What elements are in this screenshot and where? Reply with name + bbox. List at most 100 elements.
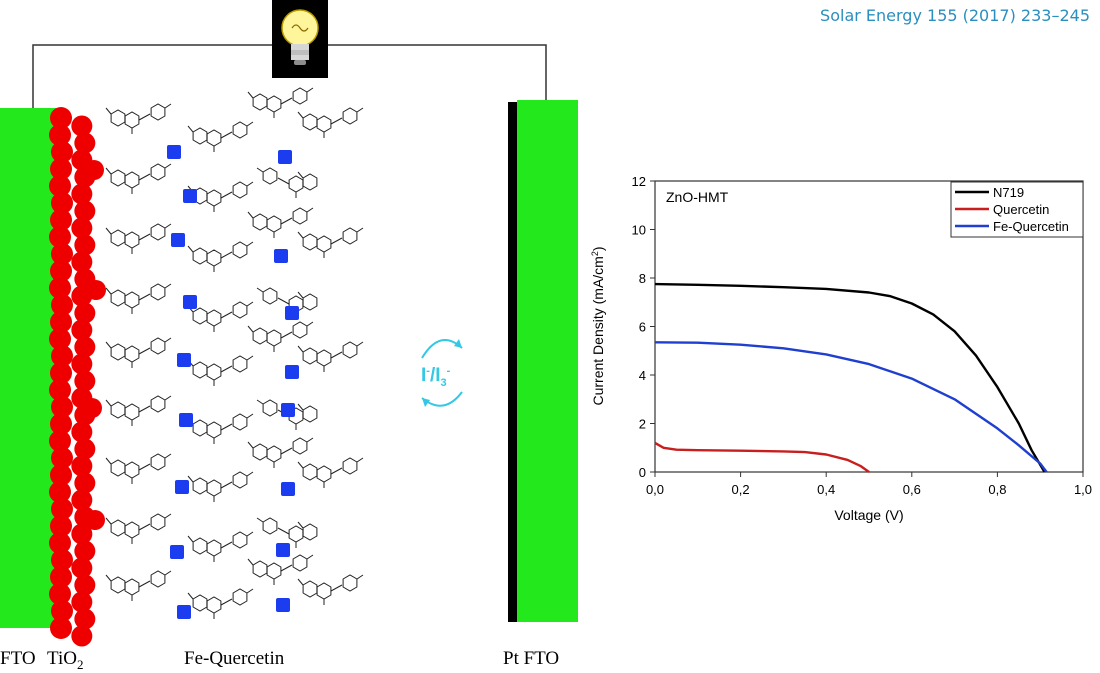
fe-ion bbox=[170, 545, 184, 559]
tio2-particle bbox=[71, 557, 93, 579]
pt-layer bbox=[508, 102, 517, 622]
tio2-particle bbox=[50, 209, 72, 231]
tio2-particle bbox=[71, 625, 93, 647]
circuit-wire-right bbox=[320, 44, 547, 102]
tio2-particle bbox=[71, 217, 93, 239]
tio2-particle bbox=[51, 192, 73, 214]
quercetin-molecule bbox=[187, 301, 254, 332]
quercetin-molecule bbox=[297, 341, 364, 372]
journal-citation: Solar Energy 155 (2017) 233–245 bbox=[820, 6, 1090, 25]
quercetin-molecule bbox=[297, 107, 364, 138]
tio2-particle bbox=[74, 608, 96, 630]
quercetin-molecule bbox=[187, 531, 254, 562]
x-tick-label: 1,0 bbox=[1074, 482, 1092, 497]
tio2-particle bbox=[74, 234, 96, 256]
tio2-particle bbox=[50, 260, 72, 282]
series-line-quercetin bbox=[654, 441, 870, 473]
tio2-particle bbox=[74, 200, 96, 222]
fto-electrode-right bbox=[517, 100, 578, 622]
series-line-n719 bbox=[654, 282, 1046, 473]
fe-quercetin-label: Fe-Quercetin bbox=[184, 648, 285, 669]
quercetin-molecule bbox=[105, 395, 172, 426]
fe-ion bbox=[167, 145, 181, 159]
quercetin-molecule bbox=[187, 181, 254, 212]
circuit-wire bbox=[32, 44, 280, 108]
tio2-particle bbox=[74, 302, 96, 324]
fe-ion bbox=[177, 353, 191, 367]
tio2-particle bbox=[49, 226, 71, 248]
tio2-particle bbox=[50, 413, 72, 435]
quercetin-molecule bbox=[105, 283, 172, 314]
tio2-particle bbox=[51, 600, 73, 622]
redox-couple-label: I-/I3- bbox=[421, 365, 451, 389]
tio2-particle bbox=[86, 280, 106, 300]
fe-ion bbox=[276, 598, 290, 612]
quercetin-molecule bbox=[187, 121, 254, 152]
tio2-particle bbox=[50, 617, 72, 639]
quercetin-molecule bbox=[187, 355, 254, 386]
tio2-particle bbox=[51, 345, 73, 367]
tio2-particle bbox=[74, 472, 96, 494]
quercetin-molecule bbox=[187, 413, 254, 444]
quercetin-molecule bbox=[105, 103, 172, 134]
quercetin-molecule bbox=[247, 87, 314, 118]
tio2-particle bbox=[85, 510, 105, 530]
tio2-particle bbox=[74, 132, 96, 154]
fe-ion bbox=[175, 480, 189, 494]
tio2-particle bbox=[51, 549, 73, 571]
quercetin-molecule bbox=[105, 453, 172, 484]
fe-ion bbox=[278, 150, 292, 164]
tio2-particle bbox=[50, 311, 72, 333]
tio2-particle bbox=[74, 438, 96, 460]
quercetin-molecule bbox=[256, 167, 318, 198]
legend-label: Fe-Quercetin bbox=[993, 219, 1069, 234]
tio2-particle bbox=[49, 124, 71, 146]
pt-fto-label: Pt FTO bbox=[503, 648, 560, 669]
tio2-label-base: TiO bbox=[47, 648, 77, 669]
tio2-particle bbox=[74, 336, 96, 358]
tio2-particle bbox=[71, 115, 93, 137]
tio2-particle bbox=[74, 540, 96, 562]
quercetin-molecule bbox=[187, 588, 254, 619]
tio2-label: TiO2 bbox=[47, 648, 83, 673]
quercetin-molecule bbox=[187, 471, 254, 502]
tio2-particle bbox=[71, 523, 93, 545]
y-axis-label: Current Density (mA/cm2) bbox=[590, 246, 606, 405]
tio2-particle bbox=[49, 328, 71, 350]
redox-cycle-icon bbox=[421, 339, 463, 407]
tio2-particle bbox=[51, 396, 73, 418]
fe-ion bbox=[183, 189, 197, 203]
x-tick-label: 0,2 bbox=[732, 482, 750, 497]
tio2-particle bbox=[50, 158, 72, 180]
quercetin-molecule bbox=[247, 207, 314, 238]
quercetin-molecule bbox=[247, 437, 314, 468]
quercetin-molecule bbox=[105, 513, 172, 544]
y-tick-label: 6 bbox=[639, 320, 646, 335]
tio2-particle bbox=[50, 362, 72, 384]
tio2-particle bbox=[51, 141, 73, 163]
quercetin-molecule bbox=[105, 223, 172, 254]
tio2-particle bbox=[84, 160, 104, 180]
tio2-label-sub: 2 bbox=[76, 656, 84, 672]
fe-ion bbox=[183, 295, 197, 309]
tio2-particle bbox=[71, 353, 93, 375]
x-tick-label: 0,8 bbox=[988, 482, 1006, 497]
y-tick-label: 8 bbox=[639, 271, 646, 286]
series-line-fe-quercetin bbox=[654, 341, 1048, 473]
fe-ion bbox=[285, 365, 299, 379]
fe-ion bbox=[281, 482, 295, 496]
x-tick-label: 0,6 bbox=[903, 482, 921, 497]
fe-ion bbox=[281, 403, 295, 417]
quercetin-molecules bbox=[105, 87, 364, 619]
tio2-particle bbox=[49, 532, 71, 554]
x-axis-label: Voltage (V) bbox=[834, 507, 903, 523]
tio2-particle bbox=[51, 498, 73, 520]
tio2-particle bbox=[50, 107, 72, 129]
light-bulb-icon bbox=[272, 0, 328, 78]
quercetin-molecule bbox=[297, 457, 364, 488]
legend-label: N719 bbox=[993, 185, 1024, 200]
solar-cell-schematic: I-/I3- bbox=[0, 0, 578, 647]
tio2-particle bbox=[51, 294, 73, 316]
fe-ion bbox=[177, 605, 191, 619]
y-tick-label: 4 bbox=[639, 368, 646, 383]
